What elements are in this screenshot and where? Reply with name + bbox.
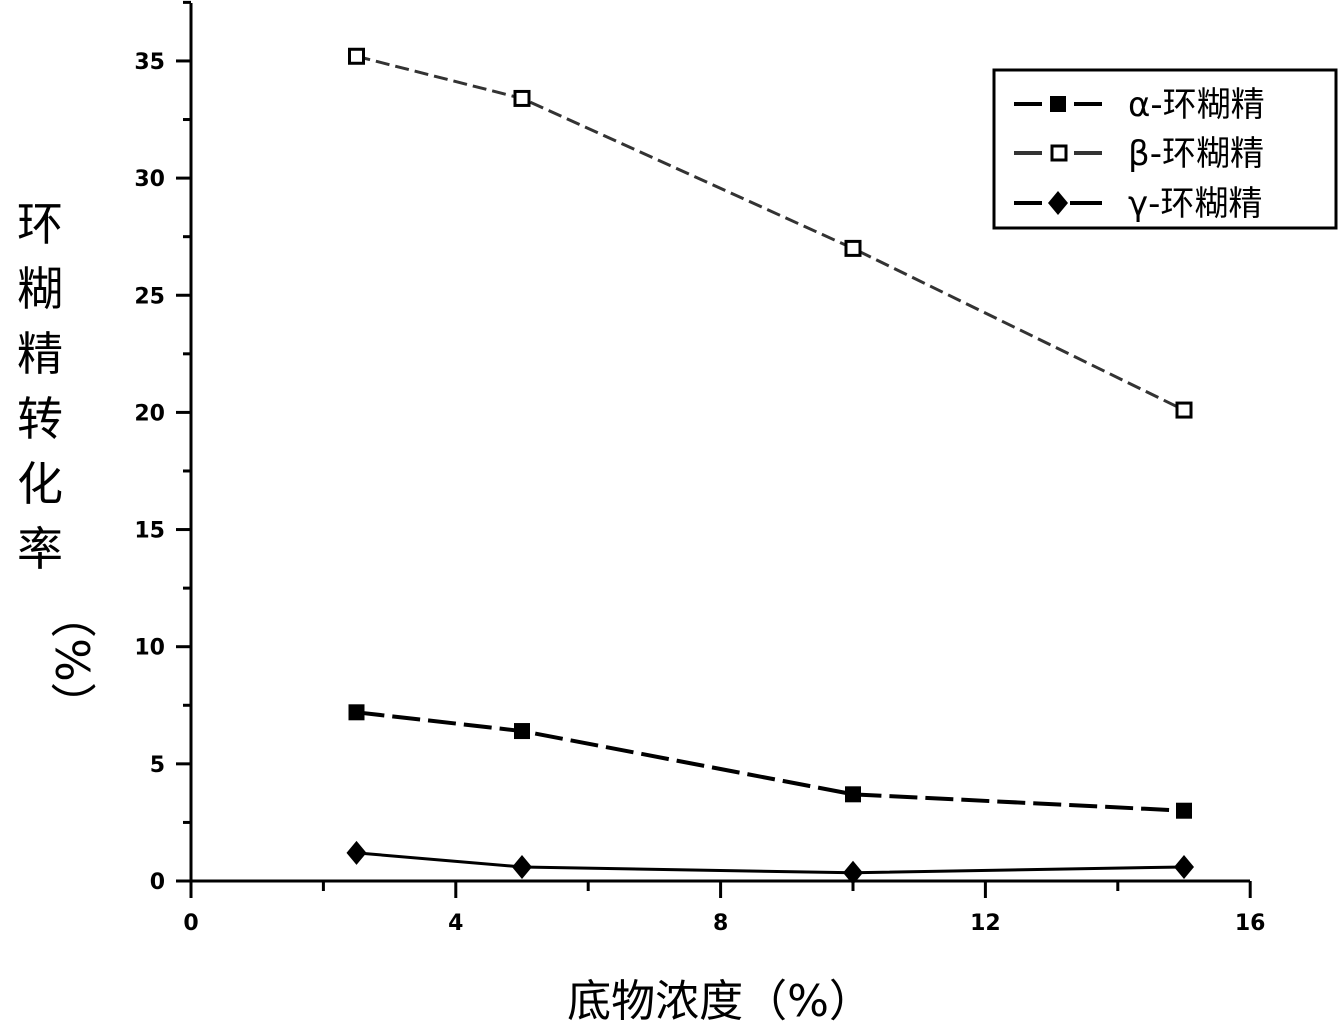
data-point-marker [1176, 802, 1192, 819]
legend-item-beta: β-环糊精 [1014, 134, 1264, 174]
data-point-marker [514, 723, 530, 740]
open-square-marker-icon [1050, 144, 1068, 162]
x-tick-label: 4 [448, 911, 463, 936]
y-axis: 0 5 10 15 20 25 30 35 [134, 0, 193, 895]
y-tick-label: 10 [134, 636, 165, 661]
series-0 [348, 704, 1192, 819]
plot-area [346, 47, 1194, 885]
data-point-marker [1175, 401, 1193, 419]
data-point-marker [513, 89, 531, 107]
y-tick-label: 20 [134, 401, 165, 426]
legend-label-alpha: α-环糊精 [1128, 85, 1265, 125]
x-axis: 0 4 8 12 16 [183, 879, 1266, 936]
data-point-marker [512, 854, 532, 879]
legend-item-gamma: γ-环糊精 [1014, 184, 1262, 224]
legend-label-gamma: γ-环糊精 [1128, 184, 1262, 224]
legend: α-环糊精 β-环糊精 γ-环糊精 [992, 68, 1338, 230]
y-axis-label-char: 化 [17, 457, 63, 511]
filled-diamond-marker-icon [1048, 191, 1068, 215]
y-axis-label-char: 率 [17, 522, 63, 576]
filled-square-marker-icon [1050, 96, 1066, 112]
data-point-marker [346, 840, 367, 865]
y-axis-label-char: 糊 [17, 262, 63, 316]
y-axis-label-char: 转 [17, 392, 63, 446]
series-2 [346, 840, 1194, 885]
legend-item-alpha: α-环糊精 [1014, 85, 1265, 125]
data-point-marker [844, 239, 862, 257]
series-1 [348, 47, 1193, 419]
data-point-marker [843, 860, 863, 885]
y-tick-label: 35 [134, 50, 165, 75]
data-point-marker [845, 786, 861, 803]
y-tick-label: 15 [134, 519, 165, 544]
y-axis-label-char: 环 [17, 197, 63, 251]
data-point-marker [1174, 854, 1194, 879]
legend-label-beta: β-环糊精 [1128, 134, 1264, 174]
data-point-marker [348, 704, 365, 721]
y-tick-label: 25 [134, 284, 165, 309]
data-point-marker [348, 47, 365, 65]
x-axis-label: 底物浓度（%） [567, 976, 873, 1027]
y-axis-label-unit: （%） [45, 592, 99, 728]
x-tick-label: 12 [970, 911, 1001, 936]
x-tick-label: 0 [183, 911, 198, 936]
y-tick-label: 5 [150, 753, 165, 778]
y-axis-label-char: 精 [17, 327, 63, 381]
x-tick-label: 8 [713, 911, 728, 936]
y-tick-label: 0 [150, 870, 165, 895]
x-tick-label: 16 [1235, 911, 1266, 936]
y-tick-label: 30 [134, 167, 165, 192]
